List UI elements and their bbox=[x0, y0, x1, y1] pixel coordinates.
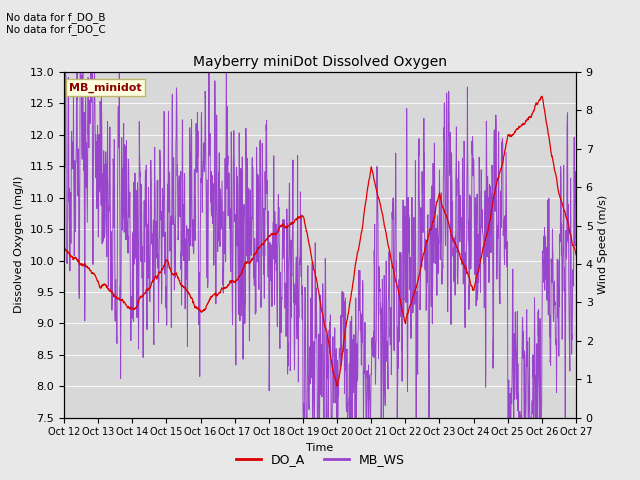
X-axis label: Time: Time bbox=[307, 443, 333, 453]
Y-axis label: Dissolved Oxygen (mg/l): Dissolved Oxygen (mg/l) bbox=[14, 176, 24, 313]
Text: MB_minidot: MB_minidot bbox=[69, 83, 141, 93]
Text: No data for f_DO_C: No data for f_DO_C bbox=[6, 24, 106, 35]
Y-axis label: Wind Speed (m/s): Wind Speed (m/s) bbox=[598, 195, 609, 294]
Text: No data for f_DO_B: No data for f_DO_B bbox=[6, 12, 106, 23]
Title: Mayberry miniDot Dissolved Oxygen: Mayberry miniDot Dissolved Oxygen bbox=[193, 56, 447, 70]
Legend: DO_A, MB_WS: DO_A, MB_WS bbox=[230, 448, 410, 471]
